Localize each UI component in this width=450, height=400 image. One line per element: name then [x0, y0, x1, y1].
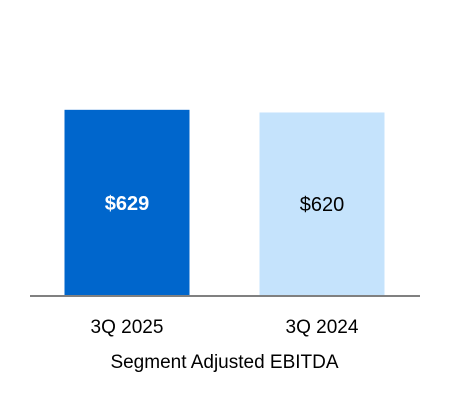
- bar-3q-2024: [259, 112, 385, 296]
- tick-label-3q-2024: 3Q 2024: [286, 317, 359, 338]
- data-label-3q-2025: $629: [105, 193, 150, 215]
- bars-group: $629 $620: [64, 109, 385, 296]
- bar-3q-2025: [64, 109, 190, 296]
- x-axis-title: Segment Adjusted EBITDA: [110, 352, 338, 373]
- data-label-3q-2024: $620: [300, 194, 345, 216]
- x-tick-labels: 3Q 2025 3Q 2024: [91, 317, 359, 338]
- tick-label-3q-2025: 3Q 2025: [91, 317, 164, 338]
